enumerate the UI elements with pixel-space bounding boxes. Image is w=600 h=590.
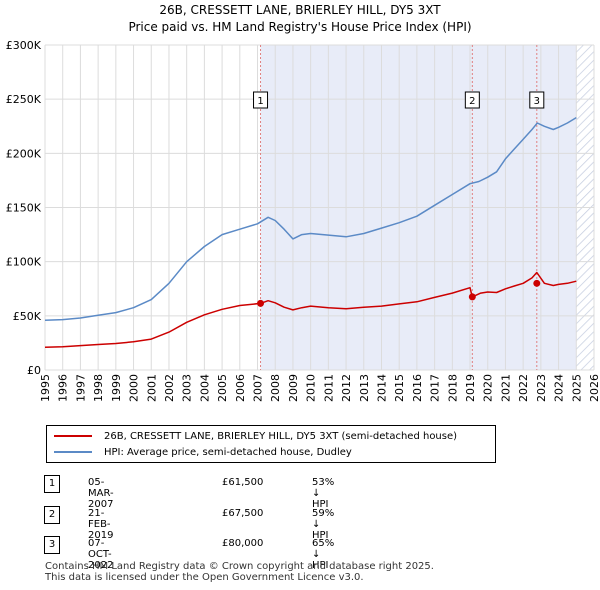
legend-label-hpi: HPI: Average price, semi-detached house,… bbox=[104, 446, 352, 458]
x-tick-label: 2023 bbox=[535, 374, 548, 402]
transaction-number: 2 bbox=[44, 506, 60, 524]
x-tick-label: 2001 bbox=[145, 374, 158, 402]
footer-license: This data is licensed under the Open Gov… bbox=[45, 572, 364, 583]
x-tick-label: 2016 bbox=[411, 374, 424, 402]
sale-point bbox=[468, 293, 476, 301]
x-tick-label: 2008 bbox=[269, 374, 282, 402]
x-tick-label: 2019 bbox=[464, 374, 477, 402]
x-tick-label: 2013 bbox=[358, 374, 371, 402]
x-tick-label: 2004 bbox=[198, 374, 211, 402]
y-tick-label: £300K bbox=[6, 39, 42, 52]
x-tick-label: 2003 bbox=[181, 374, 194, 402]
x-tick-label: 1996 bbox=[57, 374, 70, 402]
transaction-hpi-diff: 53% ↓ HPI bbox=[312, 477, 335, 510]
x-tick-label: 2014 bbox=[375, 374, 388, 402]
x-tick-label: 1998 bbox=[92, 374, 105, 402]
property-price-line bbox=[45, 271, 577, 349]
marker-box bbox=[529, 91, 545, 109]
x-tick-label: 2011 bbox=[322, 374, 335, 402]
x-tick-label: 1999 bbox=[110, 374, 123, 402]
y-tick-label: £150K bbox=[6, 202, 42, 215]
marker-box bbox=[253, 91, 269, 109]
hpi-line bbox=[45, 116, 577, 321]
sale-point bbox=[533, 279, 541, 287]
x-tick-label: 2015 bbox=[393, 374, 406, 402]
y-tick-label: £100K bbox=[6, 256, 42, 269]
footer-copyright: Contains HM Land Registry data © Crown c… bbox=[45, 561, 434, 572]
y-tick-label: £50K bbox=[13, 310, 42, 323]
transaction-marker: 1 bbox=[253, 91, 269, 109]
transaction-date: 21-FEB-2019 bbox=[88, 508, 114, 541]
x-tick-label: 2000 bbox=[128, 374, 141, 402]
y-tick-label: £250K bbox=[6, 93, 42, 106]
x-tick-label: 2026 bbox=[588, 374, 600, 402]
x-tick-label: 2006 bbox=[234, 374, 247, 402]
legend-swatch-hpi bbox=[54, 451, 92, 453]
x-tick-label: 2009 bbox=[287, 374, 300, 402]
marker-box bbox=[464, 91, 480, 109]
transaction-date: 05-MAR-2007 bbox=[88, 477, 114, 510]
transaction-price: £61,500 bbox=[222, 477, 264, 488]
y-tick-label: £200K bbox=[6, 147, 42, 160]
transaction-hpi-diff: 65% ↓ HPI bbox=[312, 538, 335, 571]
transaction-marker: 3 bbox=[529, 91, 545, 109]
x-tick-label: 1997 bbox=[74, 374, 87, 402]
x-tick-label: 2025 bbox=[570, 374, 583, 402]
x-tick-label: 2020 bbox=[482, 374, 495, 402]
transaction-number: 1 bbox=[44, 475, 60, 493]
legend-item-property: 26B, CRESSETT LANE, BRIERLEY HILL, DY5 3… bbox=[54, 429, 457, 443]
x-tick-label: 2017 bbox=[429, 374, 442, 402]
transaction-price: £67,500 bbox=[222, 508, 264, 519]
x-tick-label: 2012 bbox=[340, 374, 353, 402]
x-tick-label: 2007 bbox=[252, 374, 265, 402]
chart-title: 26B, CRESSETT LANE, BRIERLEY HILL, DY5 3… bbox=[159, 3, 441, 17]
chart-subtitle: Price paid vs. HM Land Registry's House … bbox=[128, 20, 472, 34]
price-chart: 1 2 3 £0 £50K £100K £150K £200K £250K £300K 1995 1… bbox=[6, 39, 600, 402]
marker-label: 1 bbox=[257, 96, 263, 107]
x-tick-label: 2018 bbox=[446, 374, 459, 402]
x-tick-label: 2002 bbox=[163, 374, 176, 402]
legend: 26B, CRESSETT LANE, BRIERLEY HILL, DY5 3… bbox=[46, 425, 496, 463]
x-tick-label: 1995 bbox=[39, 374, 52, 402]
x-tick-label: 2005 bbox=[216, 374, 229, 402]
transaction-marker: 2 bbox=[464, 91, 480, 109]
legend-label-property: 26B, CRESSETT LANE, BRIERLEY HILL, DY5 3… bbox=[104, 430, 458, 442]
marker-label: 2 bbox=[469, 96, 475, 107]
transaction-date: 07-OCT-2022 bbox=[88, 538, 114, 571]
legend-swatch-property bbox=[54, 435, 92, 437]
x-tick-label: 2010 bbox=[305, 374, 318, 402]
x-tick-label: 2022 bbox=[517, 374, 530, 402]
transaction-price: £80,000 bbox=[222, 538, 264, 549]
transaction-hpi-diff: 59% ↓ HPI bbox=[312, 508, 335, 541]
x-tick-label: 2024 bbox=[553, 374, 566, 402]
legend-item-hpi: HPI: Average price, semi-detached house,… bbox=[54, 445, 352, 459]
x-tick-label: 2021 bbox=[499, 374, 512, 402]
transaction-number: 3 bbox=[44, 536, 60, 554]
sale-point bbox=[257, 299, 265, 307]
y-tick-label: £0 bbox=[27, 364, 41, 377]
marker-label: 3 bbox=[534, 96, 540, 107]
